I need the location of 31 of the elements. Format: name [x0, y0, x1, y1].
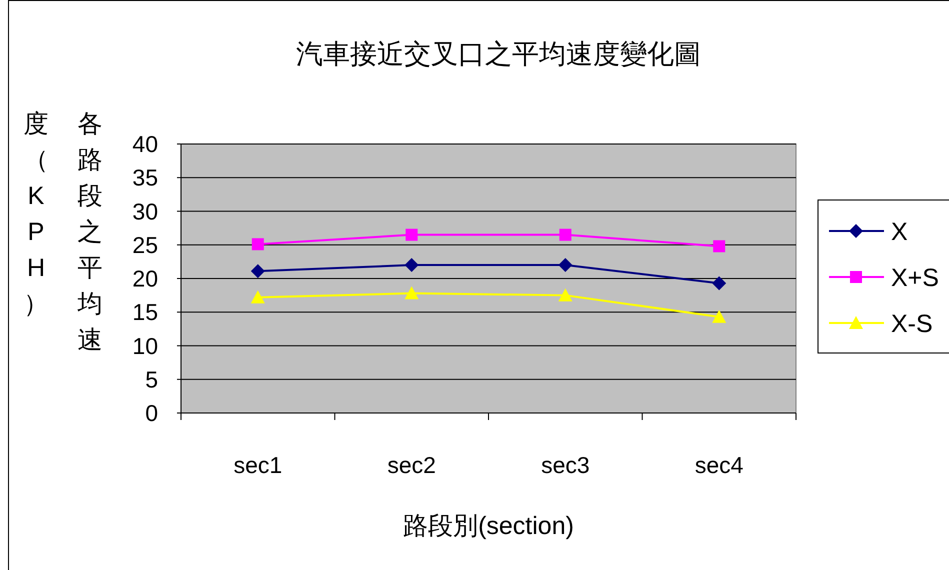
- point: [559, 228, 572, 241]
- point: [712, 310, 726, 323]
- point: [404, 286, 419, 300]
- point: [250, 290, 265, 304]
- x-tick-label: sec1: [234, 452, 282, 478]
- legend-label: X+S: [891, 264, 939, 292]
- x-tick-label: sec3: [541, 452, 590, 478]
- x-tick-label: sec2: [387, 452, 436, 478]
- y-tick-label: 15: [132, 299, 158, 326]
- y-tick-label: 30: [132, 198, 158, 224]
- y-tick-label: 0: [145, 400, 158, 426]
- text: 各路段之平均速度（KPH）: [24, 110, 102, 354]
- point: [406, 228, 418, 241]
- point: [713, 240, 726, 252]
- legend-label: X: [891, 218, 908, 246]
- point: [404, 258, 419, 272]
- point: [558, 258, 572, 272]
- y-tick-label: 25: [132, 232, 158, 258]
- chart-title: 汽車接近交叉口之平均速度變化圖: [296, 39, 701, 69]
- y-tick-label: 40: [132, 131, 158, 157]
- x-tick-label: sec4: [694, 452, 744, 478]
- y-tick-label: 35: [132, 164, 158, 191]
- y-tick-label: 10: [132, 332, 158, 359]
- point: [252, 238, 264, 250]
- y-tick-label: 20: [132, 266, 158, 292]
- x-axis-title: 路段別(section): [403, 512, 574, 540]
- point: [712, 276, 726, 290]
- y-tick-label: 5: [145, 366, 158, 392]
- legend-label: X-S: [891, 310, 933, 338]
- point: [250, 264, 265, 278]
- point: [558, 288, 572, 302]
